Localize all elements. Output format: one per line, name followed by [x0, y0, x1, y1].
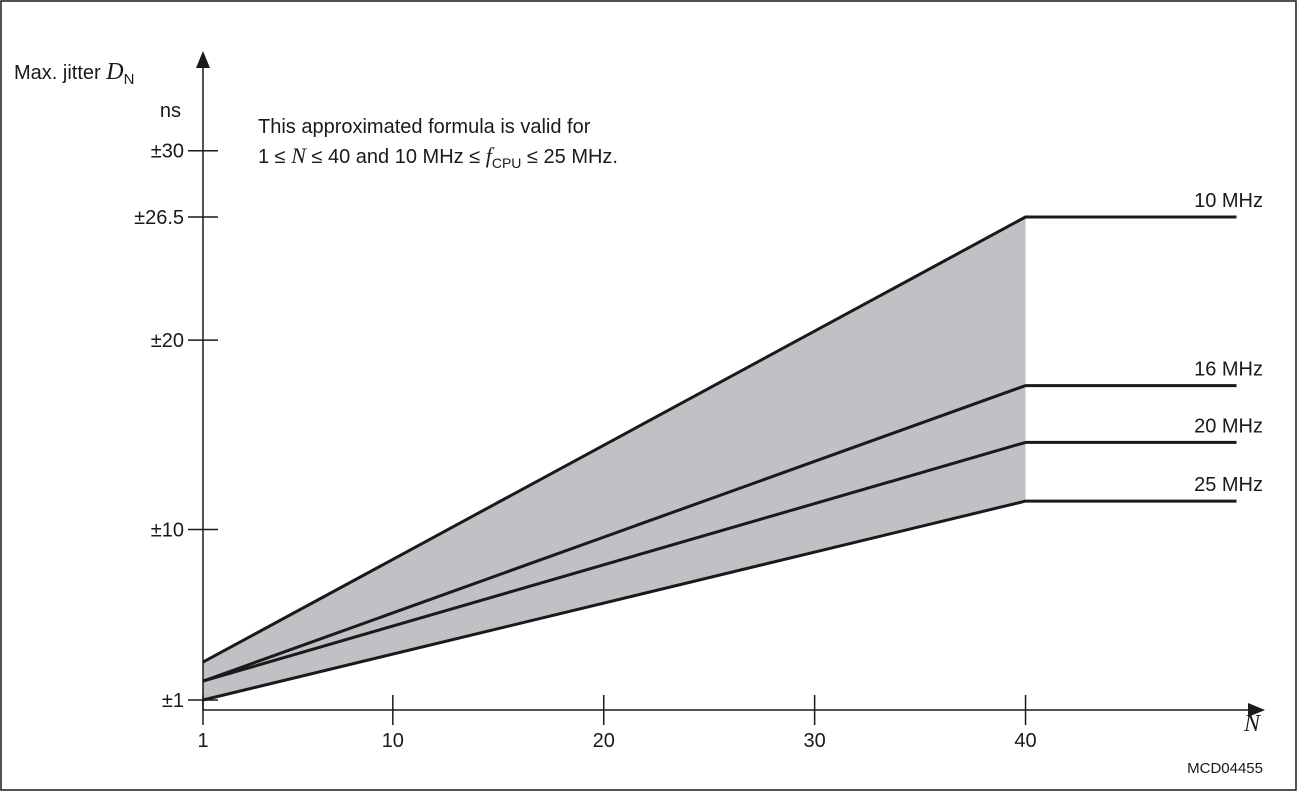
y-axis-label: Max. jitter DN: [14, 59, 134, 88]
series-line-10-mhz: [202, 215, 1237, 664]
y-tick-label: ±10: [151, 520, 184, 542]
series-label-25-mhz: 25 MHz: [1194, 474, 1263, 496]
series-layer: [202, 215, 1237, 702]
x-tick-label: 30: [804, 730, 826, 752]
series-line-16-mhz: [202, 384, 1237, 683]
x-tick-label: 1: [197, 730, 208, 752]
x-axis-label: N: [1243, 711, 1262, 737]
series-labels-layer: 10 MHz 16 MHz 20 MHz 25 MHz: [1194, 190, 1263, 496]
series-label-20-mhz: 20 MHz: [1194, 415, 1263, 437]
series-label-10-mhz: 10 MHz: [1194, 190, 1263, 212]
validity-note-line1: This approximated formula is valid for: [258, 116, 591, 138]
validity-note-line2: 1 ≤ N ≤ 40 and 10 MHz ≤ fCPU ≤ 25 MHz.: [258, 143, 618, 171]
series-line-25-mhz: [202, 499, 1237, 702]
x-tick-label: 40: [1014, 730, 1036, 752]
y-tick-label: ±30: [151, 141, 184, 163]
x-tick-label: 10: [382, 730, 404, 752]
shaded-band-layer: [203, 217, 1026, 700]
axes-layer: [196, 51, 1265, 717]
y-axis-arrow: [196, 51, 210, 68]
series-line-20-mhz: [202, 440, 1237, 683]
ticks-layer: ±1 ±10 ±20 ±26.5 ±30 1 10 20 30 40: [134, 141, 1037, 752]
x-axis-arrow: [1248, 703, 1265, 717]
shaded-band: [203, 217, 1026, 700]
y-axis-unit: ns: [160, 100, 181, 122]
series-label-16-mhz: 16 MHz: [1194, 359, 1263, 381]
y-tick-label: ±26.5: [134, 207, 184, 229]
y-tick-label: ±20: [151, 330, 184, 352]
x-tick-label: 20: [593, 730, 615, 752]
y-tick-label: ±1: [162, 690, 184, 712]
figure-id: MCD04455: [1187, 760, 1263, 777]
